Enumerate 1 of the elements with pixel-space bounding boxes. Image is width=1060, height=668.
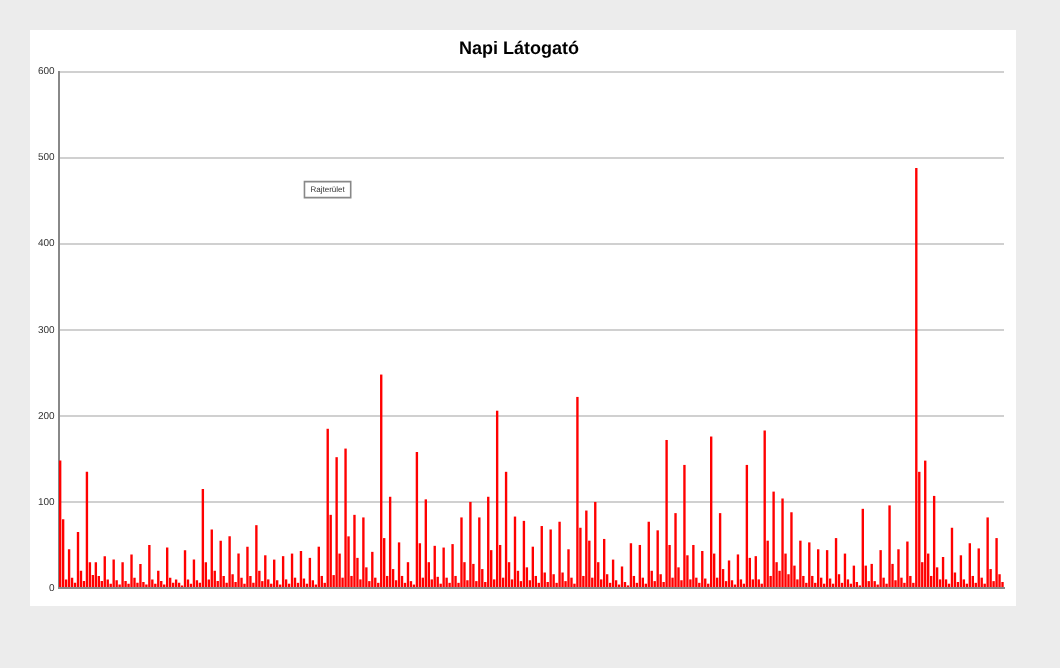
chart-title: Napi Látogató	[459, 37, 580, 58]
